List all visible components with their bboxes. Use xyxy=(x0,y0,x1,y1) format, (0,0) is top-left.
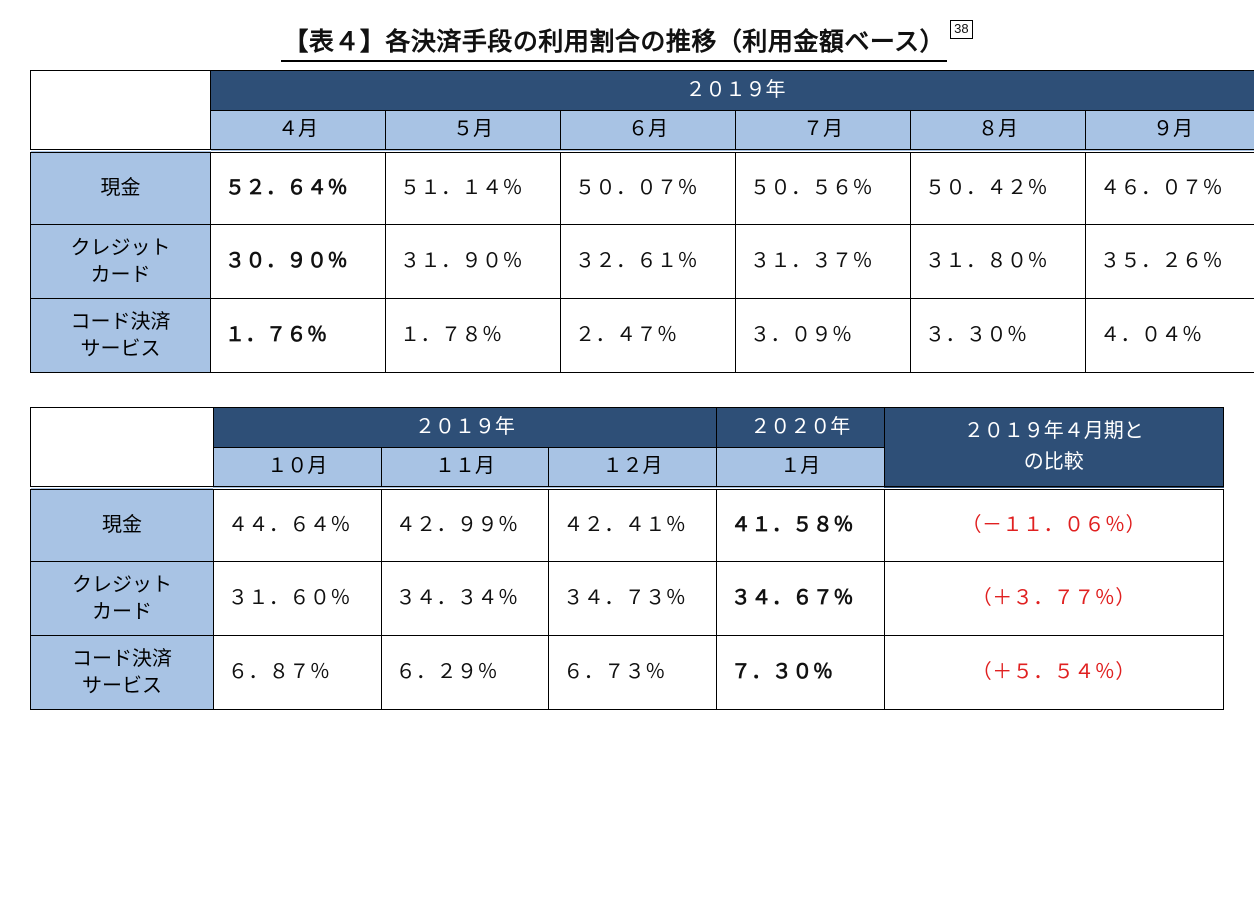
data-cell: ４１．５８％ xyxy=(716,488,884,562)
data-cell: ４２．４１％ xyxy=(549,488,717,562)
month-header: ９月 xyxy=(1086,111,1254,151)
data-cell: ５０．０７％ xyxy=(561,151,736,225)
month-header: ５月 xyxy=(386,111,561,151)
table-row: 現金 ４４．６４％ ４２．９９％ ４２．４１％ ４１．５８％ （－１１．０６％） xyxy=(31,488,1224,562)
row-label-code: コード決済 サービス xyxy=(31,636,214,710)
table-title-row: 【表４】各決済手段の利用割合の推移（利用金額ベース）38 xyxy=(30,22,1224,62)
row-label-line: カード xyxy=(92,601,152,623)
row-label-line: サービス xyxy=(81,338,161,360)
table-row: 現金 ５２．６４％ ５１．１４％ ５０．０７％ ５０．５６％ ５０．４２％ ４６… xyxy=(31,151,1254,225)
data-cell: １．７８％ xyxy=(386,299,561,373)
compare-cell: （＋３．７７％） xyxy=(884,562,1223,636)
data-cell: ４６．０７％ xyxy=(1086,151,1254,225)
month-header: ８月 xyxy=(911,111,1086,151)
data-cell: ３５．２６％ xyxy=(1086,225,1254,299)
year-header-2019: ２０１９年 xyxy=(213,408,716,448)
data-cell: ３１．９０％ xyxy=(386,225,561,299)
month-header: １０月 xyxy=(213,448,381,488)
data-cell: ３１．８０％ xyxy=(911,225,1086,299)
row-label-line: クレジット xyxy=(71,237,171,259)
row-label-line: サービス xyxy=(82,675,162,697)
compare-cell: （＋５．５４％） xyxy=(884,636,1223,710)
data-cell: ３０．９０％ xyxy=(211,225,386,299)
data-cell: ３．３０％ xyxy=(911,299,1086,373)
year-header-2019: ２０１９年 xyxy=(211,71,1254,111)
row-label-credit: クレジット カード xyxy=(31,562,214,636)
data-cell: ３２．６１％ xyxy=(561,225,736,299)
data-cell: ３１．３７％ xyxy=(736,225,911,299)
footnote-number: 38 xyxy=(950,20,972,39)
row-label-line: クレジット xyxy=(72,574,172,596)
data-cell: １．７６％ xyxy=(211,299,386,373)
row-label-cash: 現金 xyxy=(31,151,211,225)
row-label-line: カード xyxy=(91,264,151,286)
data-cell: ５１．１４％ xyxy=(386,151,561,225)
compare-header-line: ２０１９年４月期と xyxy=(964,420,1144,442)
table-row: ２０１９年 ２０２０年 ２０１９年４月期と の比較 xyxy=(31,408,1224,448)
month-header: ７月 xyxy=(736,111,911,151)
data-cell: ３．０９％ xyxy=(736,299,911,373)
row-label-line: コード決済 xyxy=(71,311,171,333)
data-cell: ４２．９９％ xyxy=(381,488,549,562)
table-title: 【表４】各決済手段の利用割合の推移（利用金額ベース） xyxy=(281,22,947,62)
data-cell: ３４．３４％ xyxy=(381,562,549,636)
table-row: コード決済 サービス ６．８７％ ６．２９％ ６．７３％ ７．３０％ （＋５．５… xyxy=(31,636,1224,710)
data-cell: ３４．７３％ xyxy=(549,562,717,636)
data-cell: ５０．５６％ xyxy=(736,151,911,225)
table-row: ４月 ５月 ６月 ７月 ８月 ９月 xyxy=(31,111,1254,151)
data-cell: ４４．６４％ xyxy=(213,488,381,562)
table-1: ２０１９年 ４月 ５月 ６月 ７月 ８月 ９月 現金 ５２．６４％ ５１．１４％… xyxy=(30,70,1254,373)
row-label-credit: クレジット カード xyxy=(31,225,211,299)
data-cell: ５２．６４％ xyxy=(211,151,386,225)
table-row: クレジット カード ３０．９０％ ３１．９０％ ３２．６１％ ３１．３７％ ３１… xyxy=(31,225,1254,299)
table-2: ２０１９年 ２０２０年 ２０１９年４月期と の比較 １０月 １１月 １２月 １月… xyxy=(30,407,1224,710)
compare-header: ２０１９年４月期と の比較 xyxy=(884,408,1223,488)
month-header: ４月 xyxy=(211,111,386,151)
data-cell: ４．０４％ xyxy=(1086,299,1254,373)
data-cell: ５０．４２％ xyxy=(911,151,1086,225)
month-header: １月 xyxy=(716,448,884,488)
row-label-cash: 現金 xyxy=(31,488,214,562)
month-header: １２月 xyxy=(549,448,717,488)
compare-cell: （－１１．０６％） xyxy=(884,488,1223,562)
year-header-2020: ２０２０年 xyxy=(716,408,884,448)
corner-cell xyxy=(31,71,211,151)
data-cell: ６．７３％ xyxy=(549,636,717,710)
table-row: コード決済 サービス １．７６％ １．７８％ ２．４７％ ３．０９％ ３．３０％… xyxy=(31,299,1254,373)
row-label-code: コード決済 サービス xyxy=(31,299,211,373)
data-cell: ６．２９％ xyxy=(381,636,549,710)
compare-header-line: の比較 xyxy=(1024,451,1084,473)
data-cell: ６．８７％ xyxy=(213,636,381,710)
month-header: １１月 xyxy=(381,448,549,488)
data-cell: ２．４７％ xyxy=(561,299,736,373)
table-row: ２０１９年 xyxy=(31,71,1254,111)
month-header: ６月 xyxy=(561,111,736,151)
table-row: クレジット カード ３１．６０％ ３４．３４％ ３４．７３％ ３４．６７％ （＋… xyxy=(31,562,1224,636)
row-label-line: コード決済 xyxy=(72,648,172,670)
corner-cell xyxy=(31,408,214,488)
data-cell: ３４．６７％ xyxy=(716,562,884,636)
data-cell: ７．３０％ xyxy=(716,636,884,710)
data-cell: ３１．６０％ xyxy=(213,562,381,636)
